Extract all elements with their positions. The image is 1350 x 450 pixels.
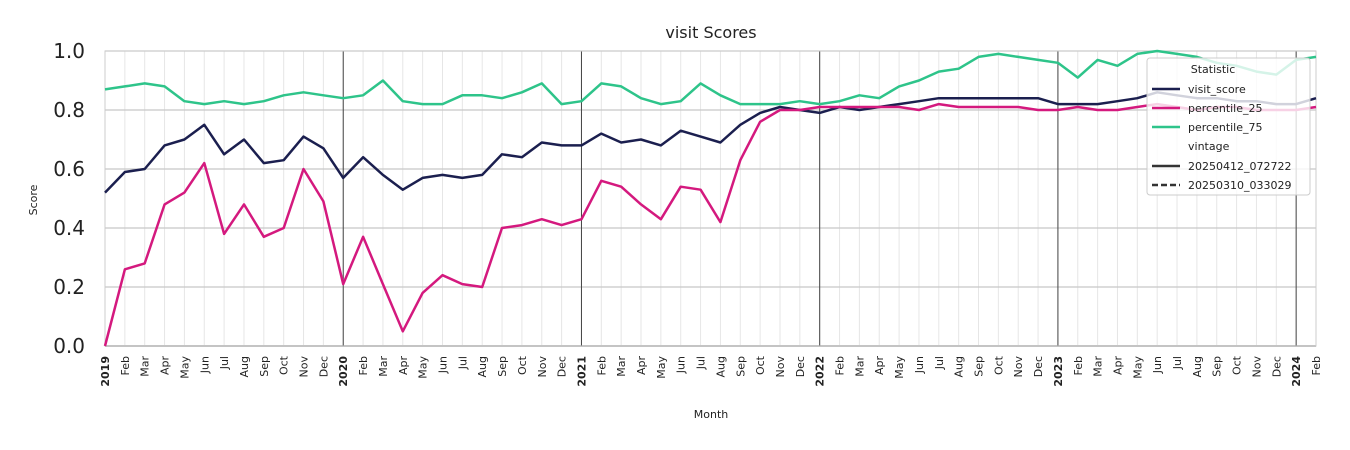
legend-label-vintage-solid: 20250412_072722 [1188,160,1291,173]
x-tick-label: Oct [992,355,1005,375]
series-line-visit-score [104,91,1317,194]
y-tick-label: 0.4 [53,216,85,240]
x-tick-label: Sep [1211,356,1224,377]
x-tick-label: Nov [536,356,549,378]
x-tick-label: 2021 [575,356,588,387]
legend-label-percentile-75: percentile_75 [1188,121,1263,134]
x-tick-label: Jul [456,356,469,370]
x-tick-label: Dec [1032,356,1045,377]
x-tick-label: Jul [218,356,231,370]
x-tick-label: Sep [258,356,271,377]
x-tick-label: Mar [853,356,866,377]
x-tick-label: Aug [714,356,727,377]
x-tick-label: Jun [913,356,926,374]
x-tick-label: Jun [675,356,688,374]
legend-label-percentile-25: percentile_25 [1188,102,1263,115]
series-lines [103,49,1317,347]
x-tick-label: 2022 [814,356,827,387]
x-tick-label: Oct [516,355,529,375]
x-tick-label: Sep [734,356,747,377]
x-tick-label: Dec [317,356,330,377]
y-tick-label: 0.0 [53,334,85,358]
x-tick-label: May [655,356,668,379]
x-tick-labels: 2019 Feb Mar Apr May Jun Jul Aug Sep Oct Nov Dec 202… [99,355,1323,386]
legend-statistic-title: Statistic [1191,63,1236,76]
x-tick-label: Mar [1092,356,1105,377]
y-tick-label: 0.6 [53,157,85,181]
x-tick-label: Aug [476,356,489,377]
x-tick-label: Dec [1270,356,1283,377]
x-tick-label: 2019 [99,356,112,387]
x-tick-label: Apr [397,356,410,376]
x-tick-label: Nov [774,356,787,378]
x-tick-label: Feb [357,356,370,375]
legend-vintage-title: vintage [1188,140,1230,153]
x-tick-label: Mar [615,356,628,377]
x-tick-label: 2023 [1052,356,1065,387]
x-tick-label: Nov [298,356,311,378]
x-tick-label: Jul [933,356,946,370]
x-tick-label: Mar [377,356,390,377]
x-tick-label: Feb [1072,356,1085,375]
series-line-percentile-25 [103,102,1317,347]
x-tick-label: Dec [794,356,807,377]
y-tick-label: 1.0 [53,39,85,63]
x-tick-label: Apr [635,356,648,376]
x-tick-label: Nov [1250,356,1263,378]
x-tick-label: Jul [1171,356,1184,370]
x-tick-label: 2020 [337,356,350,387]
x-tick-label: Jun [436,356,449,374]
plot-frame [104,50,1317,347]
x-tick-label: Feb [595,356,608,375]
y-tick-labels: 0.0 0.2 0.4 0.6 0.8 1.0 [53,39,85,358]
x-tick-label: Sep [496,356,509,377]
x-tick-label: Aug [238,356,251,377]
x-tick-label: Oct [1231,355,1244,375]
x-tick-label: May [1131,356,1144,379]
legend-label-vintage-dashed: 20250310_033029 [1188,179,1291,192]
legend: Statistic visit_score percentile_25 perc… [1146,57,1311,196]
x-tick-label: Oct [754,355,767,375]
x-tick-label: 2024 [1290,356,1303,387]
x-tick-label: Jul [695,356,708,370]
chart-title: visit Scores [665,23,756,42]
x-tick-label: Sep [973,356,986,377]
legend-box [1146,57,1311,196]
y-tick-label: 0.2 [53,275,85,299]
x-tick-label: Apr [159,356,172,376]
x-tick-label: Feb [119,356,132,375]
x-tick-label: Jun [1151,356,1164,374]
x-tick-label: Feb [834,356,847,375]
x-axis-label: Month [694,408,729,421]
x-tick-label: May [178,356,191,379]
x-tick-label: May [893,356,906,379]
legend-label-visit-score: visit_score [1188,83,1246,96]
x-tick-label: May [417,356,430,379]
y-tick-label: 0.8 [53,98,85,122]
x-tick-label: Apr [1111,356,1124,376]
x-tick-label: Aug [953,356,966,377]
x-tick-label: Mar [139,356,152,377]
x-tick-label: Nov [1012,356,1025,378]
series-line-percentile-75 [104,49,1317,106]
x-tick-label: Aug [1191,356,1204,377]
x-tick-label: Feb [1310,356,1323,375]
x-tick-label: Oct [278,355,291,375]
x-tick-label: Jun [198,356,211,374]
y-axis-label: Score [27,184,40,215]
x-tick-label: Apr [873,356,886,376]
x-tick-label: Dec [556,356,569,377]
